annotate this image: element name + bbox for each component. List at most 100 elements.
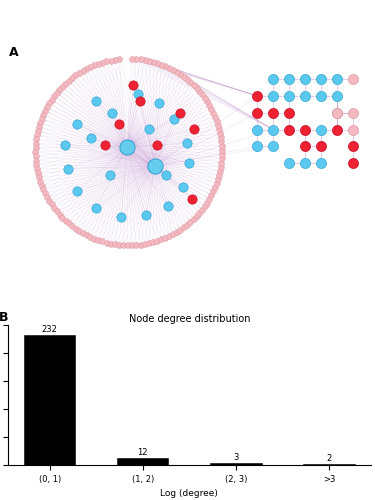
Point bbox=[170, 230, 176, 238]
Point bbox=[270, 109, 276, 117]
Point bbox=[217, 129, 223, 137]
Point bbox=[350, 126, 355, 134]
Text: A: A bbox=[9, 46, 19, 59]
Point bbox=[33, 161, 39, 169]
Point bbox=[212, 112, 218, 120]
Point bbox=[154, 140, 160, 148]
Point bbox=[76, 227, 82, 235]
Point bbox=[180, 184, 186, 192]
Point bbox=[213, 116, 219, 124]
Bar bbox=[24, 335, 75, 465]
Point bbox=[138, 240, 144, 248]
Point bbox=[60, 214, 66, 222]
Point bbox=[318, 159, 324, 167]
Point bbox=[202, 94, 208, 102]
Point bbox=[95, 60, 101, 68]
Point bbox=[255, 126, 261, 134]
Point bbox=[162, 234, 168, 242]
Point bbox=[40, 186, 46, 194]
Point bbox=[204, 98, 210, 106]
Point bbox=[206, 195, 212, 203]
Point bbox=[99, 58, 105, 66]
Point bbox=[142, 240, 148, 248]
Point bbox=[166, 64, 172, 72]
Point bbox=[39, 114, 45, 122]
Point bbox=[84, 231, 90, 239]
Point bbox=[40, 110, 46, 118]
Point bbox=[152, 162, 158, 170]
Point bbox=[124, 144, 130, 152]
Point bbox=[174, 68, 180, 76]
Point bbox=[154, 59, 160, 67]
Point bbox=[170, 66, 176, 74]
Point bbox=[334, 92, 340, 100]
Point bbox=[107, 172, 113, 179]
Point bbox=[177, 70, 183, 78]
Point bbox=[146, 57, 152, 65]
Bar bbox=[210, 464, 262, 465]
Point bbox=[125, 242, 131, 250]
Point bbox=[202, 202, 208, 210]
Point bbox=[130, 81, 136, 89]
Point bbox=[54, 208, 60, 216]
Point bbox=[216, 124, 222, 132]
Point bbox=[334, 75, 340, 83]
Point bbox=[142, 212, 148, 220]
Point bbox=[33, 152, 39, 160]
Point bbox=[204, 198, 210, 206]
Point bbox=[49, 200, 55, 208]
Point bbox=[72, 72, 78, 80]
Point bbox=[217, 167, 223, 175]
Point bbox=[270, 75, 276, 83]
Point bbox=[158, 236, 164, 244]
Point bbox=[59, 82, 65, 90]
Point bbox=[62, 140, 68, 148]
Point bbox=[54, 89, 60, 97]
Bar bbox=[117, 458, 168, 465]
Point bbox=[350, 159, 355, 167]
Point bbox=[34, 165, 40, 173]
Point bbox=[154, 237, 160, 245]
Point bbox=[334, 126, 340, 134]
Point bbox=[133, 241, 139, 249]
Point bbox=[104, 238, 110, 246]
Point bbox=[51, 92, 57, 100]
Point bbox=[87, 63, 93, 71]
Point bbox=[218, 158, 224, 166]
Point bbox=[62, 80, 68, 88]
Point bbox=[116, 55, 122, 63]
Point bbox=[118, 214, 124, 222]
Point bbox=[33, 140, 39, 147]
Point bbox=[177, 226, 183, 234]
Point bbox=[88, 134, 94, 142]
Point bbox=[146, 239, 152, 247]
Point bbox=[189, 194, 195, 202]
Point bbox=[91, 62, 97, 70]
Point bbox=[135, 90, 141, 98]
Point bbox=[35, 170, 41, 177]
Point bbox=[215, 120, 221, 128]
Point bbox=[302, 92, 308, 100]
Point bbox=[76, 69, 82, 77]
Point bbox=[219, 150, 225, 158]
Point bbox=[212, 184, 218, 192]
Point bbox=[270, 142, 276, 150]
Point bbox=[65, 165, 71, 173]
Point bbox=[302, 75, 308, 83]
Point bbox=[188, 78, 194, 86]
Point bbox=[350, 142, 355, 150]
Point bbox=[37, 118, 43, 126]
Point bbox=[318, 126, 324, 134]
Point bbox=[33, 156, 39, 164]
Point bbox=[33, 148, 39, 156]
Point bbox=[184, 220, 190, 228]
Text: 12: 12 bbox=[138, 448, 148, 457]
Point bbox=[51, 204, 57, 212]
Point bbox=[129, 55, 135, 63]
Point bbox=[44, 103, 50, 111]
Point bbox=[174, 228, 180, 236]
Point bbox=[108, 240, 114, 248]
Point bbox=[209, 105, 214, 113]
Point bbox=[302, 126, 308, 134]
Point bbox=[186, 159, 192, 167]
